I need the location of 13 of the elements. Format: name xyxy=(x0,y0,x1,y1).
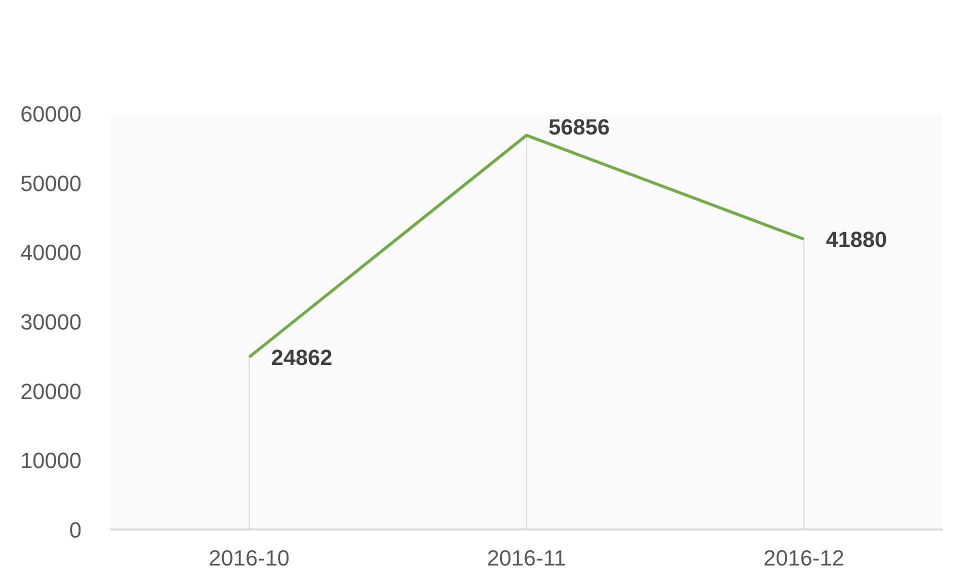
y-tick-label: 40000 xyxy=(20,240,82,266)
data-label: 56856 xyxy=(548,114,610,140)
data-label: 24862 xyxy=(271,345,332,370)
data-label: 41880 xyxy=(826,227,888,252)
x-tick-label: 2016-10 xyxy=(208,546,290,570)
y-tick-label: 60000 xyxy=(20,102,82,126)
x-tick-label: 2016-11 xyxy=(486,546,566,570)
y-tick-label: 50000 xyxy=(20,170,82,196)
y-tick-label: 20000 xyxy=(20,378,82,404)
y-tick-label: 30000 xyxy=(20,310,82,334)
y-tick-label: 0 xyxy=(69,518,82,542)
x-tick-label: 2016-12 xyxy=(763,546,844,570)
y-tick-label: 10000 xyxy=(20,448,82,474)
